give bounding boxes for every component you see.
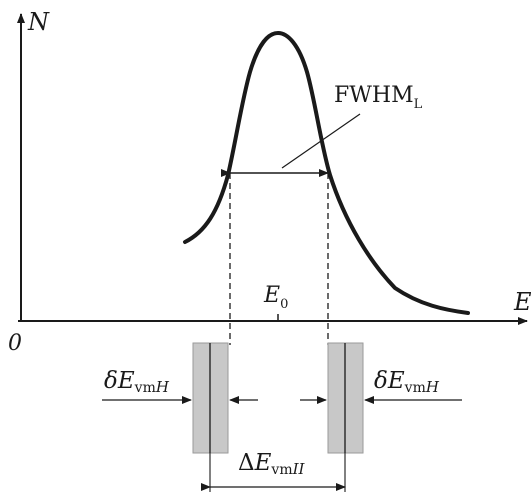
window-spacing-label: ΔEvmII [238, 450, 306, 478]
right-window-label: δEvmH [374, 368, 440, 396]
peak-label: E0 [263, 283, 288, 312]
x-axis-label: E [513, 288, 531, 316]
left-window-label: δEvmH [104, 368, 170, 396]
origin-label: 0 [8, 331, 22, 356]
distribution-curve [183, 30, 470, 315]
y-axis-label: N [27, 8, 50, 36]
fwhm-leader-line [281, 113, 361, 169]
fwhm-label: FWHML [334, 83, 423, 112]
